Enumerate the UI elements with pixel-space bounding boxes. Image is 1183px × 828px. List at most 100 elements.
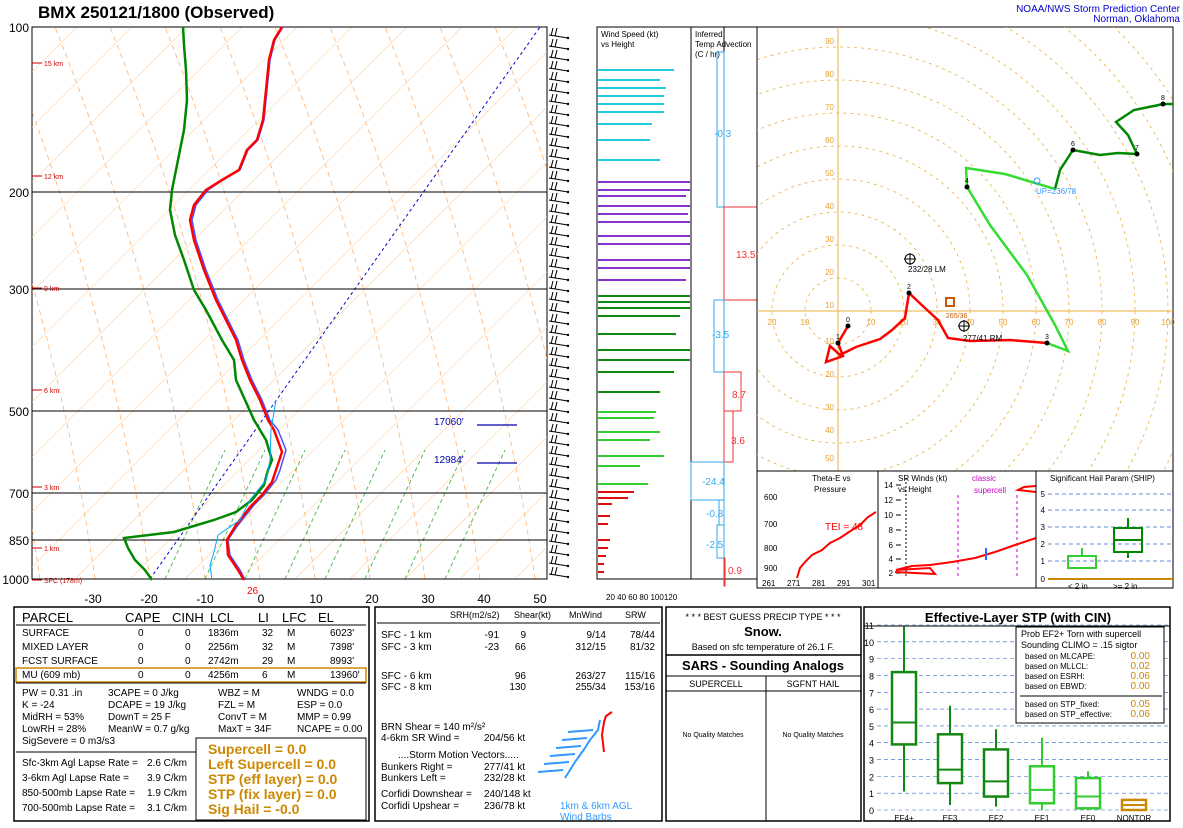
wind-barb (548, 309, 569, 314)
isotherm (32, 27, 133, 128)
wind-barb-feather (554, 456, 558, 466)
wind-barb-feather (550, 412, 554, 422)
wind-barb-feather (550, 401, 554, 411)
hodograph-point (1160, 101, 1166, 107)
kinematic-cell: 153/16 (624, 682, 655, 693)
wind-barb-base (566, 168, 570, 172)
wind-barb-feather (554, 38, 558, 48)
parcel-cell: M (287, 670, 295, 681)
theta-axis-labels: 600 700 800 900 261 271 281 291 301 (762, 493, 876, 588)
isotherm (32, 27, 353, 348)
kinematic-cell: 96 (515, 671, 527, 682)
hodograph-point-label: 7 (1135, 145, 1139, 152)
mixing-ratio-line (204, 449, 266, 579)
stp-box (1074, 776, 1102, 810)
left-mover-label: 232/28 LM (908, 265, 946, 274)
kinematic-cell: 263/27 (575, 671, 606, 682)
stp-y-tick: 6 (869, 705, 874, 715)
height-label: 1 km (44, 546, 59, 553)
hodograph-point-label: 8 (1161, 95, 1165, 102)
hodo-y-label: 20 (825, 370, 834, 379)
temp-tick-label: 0 (258, 592, 265, 606)
mixing-ratio-line (404, 449, 466, 579)
parcel-cell: MIXED LAYER (22, 642, 89, 653)
hodograph-point (964, 184, 970, 190)
temp-adv-title-3: (C / hr) (695, 50, 720, 59)
srw-height-tick: 14 (884, 481, 893, 490)
dry-adiabat (32, 281, 96, 579)
wind-barb (548, 562, 569, 567)
srw-height-tick: 4 (889, 555, 894, 564)
temp-tick-label: 10 (309, 592, 323, 606)
stp-based-value: 0.00 (1131, 681, 1151, 692)
thermo-param: ConvT = M (218, 712, 267, 723)
hodo-y-label: 80 (825, 70, 834, 79)
wind-barb-feather (550, 566, 554, 576)
kinematics-panel: SRH(m2/s2) Shear(kt) MnWind SRW SFC - 1 km -9… (374, 606, 663, 823)
wind-barb (548, 485, 569, 490)
kinematic-cell: SFC - 3 km (381, 642, 432, 653)
parcel-header: LCL (210, 610, 234, 625)
wind-barb-base (566, 520, 570, 524)
wind-barb-feather (550, 324, 554, 334)
hodo-x-label: 80 (1098, 318, 1107, 327)
wind-barb-feather (554, 489, 558, 499)
stp-category-label: EF0 (1081, 814, 1096, 823)
parcel-cell: 0 (138, 670, 144, 681)
sr-wind-profile (894, 537, 1037, 576)
wind-barb (548, 551, 569, 556)
wind-barb-feather (554, 412, 558, 422)
isotherm (32, 27, 243, 238)
wind-barb-base (566, 410, 570, 414)
wind-barb-feather (554, 522, 558, 532)
temp-advection-panel: Inferred Temp Advection (C / hr) -0.3 13.… (690, 26, 758, 587)
wind-barb-feather (554, 500, 558, 510)
wind-barb-base (566, 421, 570, 425)
wind-barb (548, 166, 569, 171)
stp-based-label: based on MLLCL: (1025, 662, 1088, 671)
wind-barb-base (566, 399, 570, 403)
ship-ge2: >= 2 in (1113, 582, 1137, 591)
isotherm (349, 381, 547, 579)
parcel-cell: 8993' (330, 656, 354, 667)
wind-barb-feather (554, 434, 558, 444)
hodo-x-label: 20 (900, 318, 909, 327)
stp-y-tick: 1 (869, 789, 874, 799)
stp-based2-value: 0.06 (1131, 709, 1151, 720)
stp-y-tick: 8 (869, 671, 874, 681)
wind-barb (548, 287, 569, 292)
wind-barb-feather (550, 49, 554, 59)
parcel-cell: SURFACE (22, 628, 70, 639)
wind-barb-feather (550, 225, 554, 235)
isotherm (184, 216, 547, 579)
isotherm (32, 27, 463, 458)
stp-panel: Effective-Layer STP (with CIN) 111098765… (863, 606, 1171, 823)
wind-barb-feather (550, 423, 554, 433)
hodograph-point-label: 6 (1071, 141, 1075, 148)
parcel-cell: 6023' (330, 628, 354, 639)
thermo-param: SigSevere = 0 m3/s3 (22, 736, 116, 747)
wind-barb (548, 34, 569, 39)
stp-boxplots: EF4+ EF3 EF2 EF1 EF0 NONTOR (890, 626, 1151, 823)
composite-index: Sig Hail = -0.0 (208, 801, 300, 817)
wind-barb-base (566, 146, 570, 150)
pressure-label: 1000 (2, 573, 29, 587)
stp-category-label: EF2 (989, 814, 1004, 823)
hodograph-trace-3-6km (964, 166, 1071, 354)
org-line1: NOAA/NWS Storm Prediction Center (1016, 4, 1181, 15)
wind-barb-feather (554, 49, 558, 59)
kinematic-cell: -23 (485, 642, 500, 653)
wind-barb (548, 331, 569, 336)
hodo-y-label: 10 (825, 301, 834, 310)
parcel-cell: 6 (262, 670, 268, 681)
wind-barb-base (566, 91, 570, 95)
wind-barb-feather (550, 137, 554, 147)
wind-barb-feather (554, 148, 558, 158)
parcel-cell: 1836m (208, 628, 239, 639)
hodo-x-label: 30 (933, 318, 942, 327)
isotherm (239, 271, 547, 579)
org-line2: Norman, Oklahoma (1093, 14, 1180, 25)
parcel-cell: 2742m (208, 656, 239, 667)
motion-label: Bunkers Left = (381, 773, 446, 784)
